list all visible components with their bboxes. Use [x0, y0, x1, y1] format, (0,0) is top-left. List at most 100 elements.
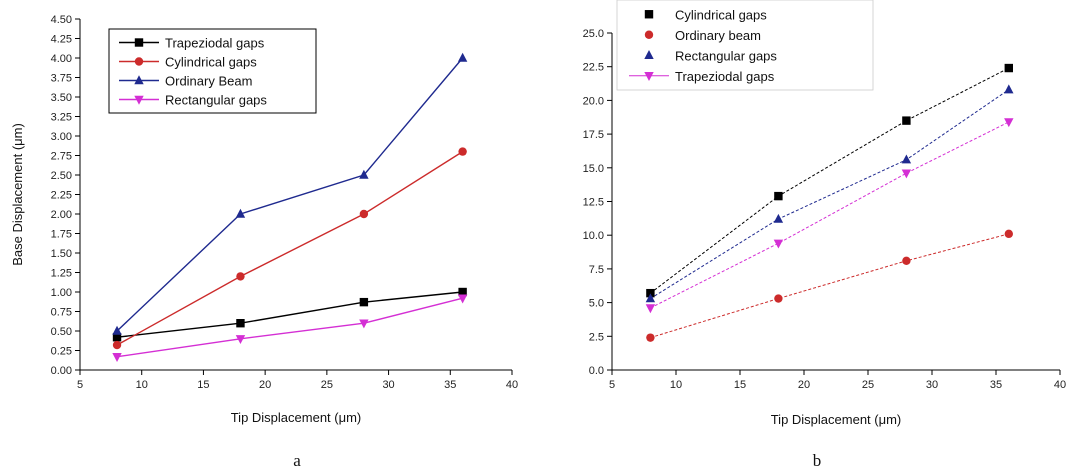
- y-tick-label: 2.00: [51, 209, 72, 221]
- y-tick-label: 2.75: [51, 151, 72, 163]
- legend: Cylindrical gaps Ordinary beam Rectangular…: [616, 0, 874, 91]
- series-line-3: [650, 121, 1010, 309]
- x-tick-label: 30: [926, 379, 938, 391]
- y-tick-label: 10.0: [583, 230, 604, 242]
- chart-b: 5 10 15 20 25 30 35 40 0.0 2.5 5.0 7.5 10.0 12.5 15.0 1…: [583, 0, 1066, 470]
- data-point-0-3: [1004, 63, 1013, 73]
- y-tick-label: 0.00: [51, 365, 72, 377]
- data-point-2-2: [901, 154, 912, 164]
- y-tick-label: 1.50: [51, 248, 72, 260]
- series-line-0: [116, 291, 463, 338]
- data-point-2-0: [112, 325, 122, 335]
- x-tick-label: 25: [862, 379, 874, 391]
- data-point-0-1: [774, 191, 783, 201]
- x-tick-label: 35: [990, 379, 1002, 391]
- y-tick-label: 2.25: [51, 190, 72, 202]
- y-tick-label: 3.25: [51, 112, 72, 124]
- x-tick-label: 20: [798, 379, 810, 391]
- legend: Trapeziodal gaps Cylindrical gaps Ordinary…: [108, 28, 317, 114]
- legend-marker: [644, 72, 654, 81]
- legend-label: Cylindrical gaps: [165, 55, 257, 70]
- data-point-3-1: [235, 335, 246, 344]
- legend-marker: [644, 30, 654, 39]
- y-tick-label: 1.00: [51, 287, 72, 299]
- series-line-1: [116, 151, 464, 346]
- legend-marker: [134, 95, 144, 105]
- series-line-1: [650, 233, 1009, 339]
- panel-label: b: [813, 451, 822, 470]
- data-point-2-3: [457, 52, 468, 62]
- data-point-1-1: [774, 294, 783, 303]
- data-point-2-1: [773, 213, 784, 223]
- y-tick-label: 3.50: [51, 92, 72, 104]
- y-tick-label: 22.5: [583, 62, 604, 74]
- y-tick-label: 17.5: [583, 129, 604, 141]
- data-point-3-2: [359, 319, 369, 329]
- x-tick-label: 5: [77, 379, 83, 391]
- data-point-0-2: [902, 116, 911, 125]
- y-tick-label: 15.0: [583, 163, 604, 175]
- y-tick-label: 0.25: [51, 346, 72, 358]
- y-tick-label: 4.00: [51, 53, 72, 65]
- data-point-3-0: [645, 304, 656, 314]
- y-tick-label: 20.0: [583, 95, 604, 107]
- y-tick-label: 7.5: [589, 264, 604, 276]
- legend-box: [616, 0, 874, 91]
- legend-marker: [134, 75, 144, 85]
- x-tick-label: 10: [670, 379, 682, 391]
- data-point-1-1: [236, 272, 245, 281]
- data-point-3-2: [901, 169, 912, 179]
- y-tick-label: 1.25: [51, 268, 72, 280]
- legend-label: Trapeziodal gaps: [165, 36, 265, 51]
- y-tick-label: 3.75: [51, 73, 72, 85]
- panel-label: a: [293, 451, 301, 470]
- data-point-3-0: [112, 353, 122, 362]
- x-tick-label: 10: [136, 379, 148, 391]
- data-point-3-3: [457, 294, 468, 304]
- legend-label: Ordinary Beam: [165, 74, 252, 89]
- x-tick-label: 40: [506, 379, 518, 391]
- x-axis-label: Tip Displacement (μm): [231, 410, 362, 425]
- y-tick-label: 1.75: [51, 229, 72, 241]
- data-point-3-3: [1004, 118, 1014, 128]
- y-tick-label: 12.5: [583, 197, 604, 209]
- x-tick-label: 25: [321, 379, 333, 391]
- y-tick-label: 5.0: [589, 298, 604, 310]
- x-tick-label: 20: [259, 379, 271, 391]
- data-point-0-2: [359, 297, 369, 307]
- legend-label: Rectangular gaps: [165, 93, 267, 108]
- series-line-3: [116, 297, 463, 358]
- data-point-1-0: [112, 340, 122, 350]
- x-axis-label: Tip Displacement (μm): [771, 412, 902, 427]
- data-point-0-1: [236, 319, 245, 328]
- y-tick-label: 4.25: [51, 34, 72, 46]
- legend-marker: [644, 50, 654, 59]
- data-point-1-3: [458, 147, 467, 156]
- data-point-1-0: [646, 333, 655, 342]
- data-point-3-1: [773, 239, 784, 249]
- series-line-2: [116, 57, 464, 332]
- legend-marker: [134, 57, 144, 66]
- y-tick-label: 0.0: [589, 365, 604, 377]
- series-line-0: [650, 67, 1010, 294]
- legend-label: Ordinary beam: [675, 28, 761, 43]
- x-tick-label: 40: [1054, 379, 1066, 391]
- legend-label: Trapeziodal gaps: [675, 69, 775, 84]
- data-point-2-1: [235, 208, 246, 218]
- data-point-2-0: [645, 293, 656, 303]
- data-point-1-2: [359, 209, 369, 219]
- y-tick-label: 3.00: [51, 131, 72, 143]
- data-point-2-3: [1004, 84, 1014, 94]
- x-tick-label: 15: [197, 379, 209, 391]
- y-axis-label: Base Displacement (μm): [10, 123, 25, 266]
- legend-marker: [644, 10, 654, 19]
- data-point-1-2: [902, 256, 911, 266]
- data-point-0-3: [458, 287, 467, 297]
- y-tick-label: 2.50: [51, 170, 72, 182]
- series-line-2: [650, 89, 1010, 299]
- legend-label: Cylindrical gaps: [675, 7, 767, 22]
- data-point-0-0: [646, 288, 655, 298]
- data-point-0-0: [112, 333, 122, 342]
- data-point-1-3: [1004, 229, 1013, 239]
